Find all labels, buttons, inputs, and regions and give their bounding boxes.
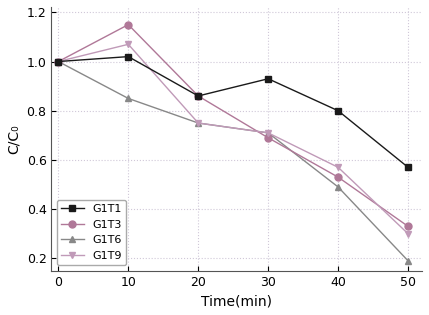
- G1T3: [335, 175, 341, 179]
- G1T1: [196, 94, 201, 98]
- G1T6: [405, 259, 411, 263]
- G1T3: [196, 94, 201, 98]
- G1T1: [335, 109, 341, 113]
- G1T6: [126, 96, 131, 100]
- G1T6: [266, 131, 271, 135]
- G1T9: [335, 165, 341, 169]
- G1T1: [266, 77, 271, 81]
- G1T3: [266, 136, 271, 140]
- G1T6: [335, 185, 341, 189]
- G1T3: [405, 225, 411, 228]
- G1T9: [126, 43, 131, 46]
- G1T1: [405, 165, 411, 169]
- Line: G1T9: G1T9: [55, 41, 411, 237]
- G1T9: [405, 232, 411, 236]
- G1T9: [56, 60, 61, 63]
- G1T9: [266, 131, 271, 135]
- G1T1: [126, 55, 131, 59]
- G1T1: [56, 60, 61, 63]
- G1T9: [196, 121, 201, 125]
- Legend: G1T1, G1T3, G1T6, G1T9: G1T1, G1T3, G1T6, G1T9: [57, 199, 127, 265]
- Line: G1T6: G1T6: [55, 58, 411, 264]
- G1T3: [56, 60, 61, 63]
- G1T6: [196, 121, 201, 125]
- Line: G1T3: G1T3: [55, 21, 411, 230]
- X-axis label: Time(min): Time(min): [201, 294, 272, 308]
- Y-axis label: C/C₀: C/C₀: [7, 124, 21, 154]
- G1T3: [126, 23, 131, 26]
- G1T6: [56, 60, 61, 63]
- Line: G1T1: G1T1: [55, 53, 411, 171]
